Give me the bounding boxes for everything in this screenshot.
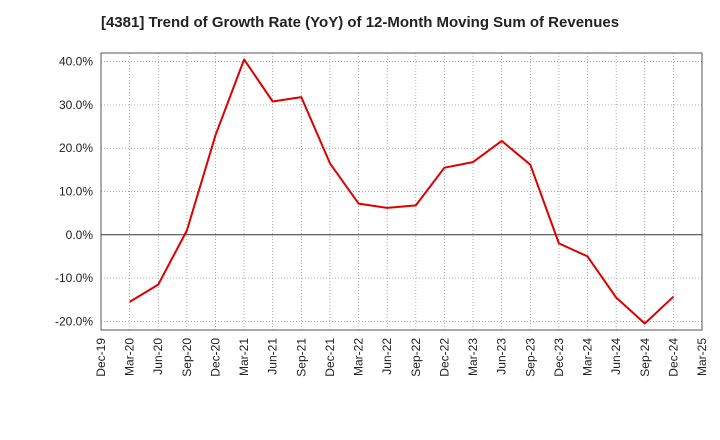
x-tick-label: Sep-22 — [409, 338, 423, 377]
x-tick-label: Sep-23 — [523, 338, 537, 377]
grid-layer — [101, 53, 702, 330]
x-tick-label: Mar-21 — [237, 338, 251, 376]
x-tick-label: Dec-22 — [437, 338, 451, 377]
series-layer — [129, 58, 675, 325]
y-tick-label: -10.0% — [55, 271, 93, 285]
x-tick-label: Dec-20 — [208, 338, 222, 377]
x-tick-label: Sep-21 — [294, 338, 308, 377]
y-tick-label: 20.0% — [59, 141, 93, 155]
x-tick-label: Sep-24 — [638, 338, 652, 377]
y-tick-label: 10.0% — [59, 185, 93, 199]
x-tick-label: Jun-22 — [380, 338, 394, 375]
x-tick-label: Jun-20 — [151, 338, 165, 375]
x-tick-label: Mar-20 — [123, 338, 137, 376]
x-tick-label: Sep-20 — [180, 338, 194, 377]
y-tick-label: -20.0% — [55, 314, 93, 328]
y-tick-label: 0.0% — [66, 228, 94, 242]
x-tick-label: Dec-19 — [94, 338, 108, 377]
y-tick-label: 30.0% — [59, 98, 93, 112]
x-tick-label: Mar-25 — [695, 338, 709, 376]
x-tick-label: Jun-24 — [609, 338, 623, 375]
plot-area-frame — [100, 52, 703, 331]
y-axis-tick-labels: 40.0% 30.0% 20.0% 10.0% 0.0% -10.0% -20.0% — [55, 55, 93, 329]
x-tick-label: Jun-21 — [266, 338, 280, 375]
x-tick-label: Mar-22 — [352, 338, 366, 376]
y-tick-label: 40.0% — [59, 55, 93, 69]
x-tick-label: Jun-23 — [495, 338, 509, 375]
x-tick-label: Mar-23 — [466, 338, 480, 376]
series-line — [129, 58, 675, 325]
x-tick-label: Dec-24 — [666, 338, 680, 377]
x-tick-label: Dec-21 — [323, 338, 337, 377]
x-tick-label: Mar-24 — [581, 338, 595, 376]
x-axis-tick-labels: Dec-19 Mar-20 Jun-20 Sep-20 Dec-20 Mar-21 Jun-… — [94, 338, 709, 377]
x-tick-label: Dec-23 — [552, 338, 566, 377]
chart-title: [4381] Trend of Growth Rate (YoY) of 12-… — [100, 14, 620, 31]
